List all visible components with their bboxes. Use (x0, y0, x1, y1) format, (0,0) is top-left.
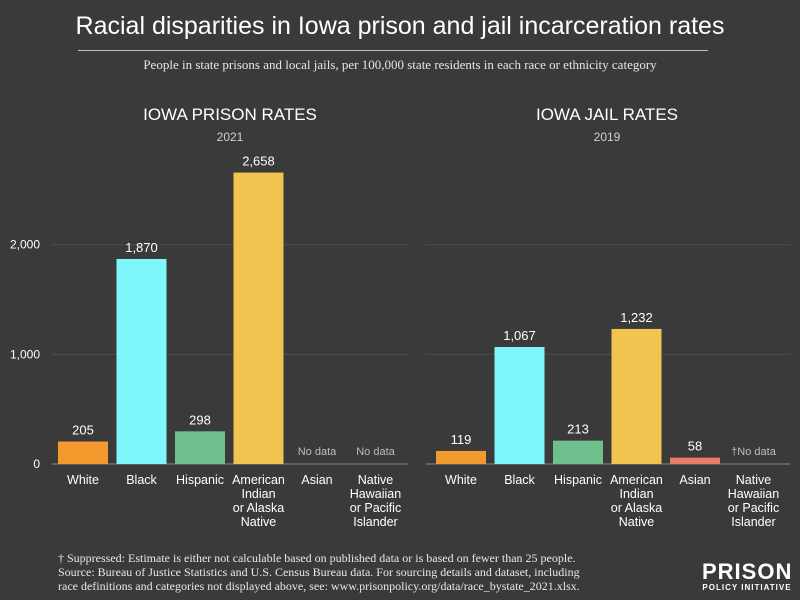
category-label: Black (126, 473, 157, 487)
bar-value-label: 58 (688, 439, 702, 454)
bar-value-label: 1,870 (125, 240, 158, 255)
source-line-1: Source: Bureau of Justice Statistics and… (58, 565, 580, 579)
prison-policy-logo: PRISON POLICY INITIATIVE (702, 561, 792, 593)
category-label: Native Hawaiian or Pacific Islander (728, 473, 779, 529)
bar-value-label: †No data (731, 446, 777, 458)
chart-title: Racial disparities in Iowa prison and ja… (75, 12, 725, 40)
panel-year: 2019 (594, 130, 621, 144)
panel-title: IOWA JAIL RATES (536, 105, 678, 124)
bar (611, 328, 662, 464)
bar (116, 258, 167, 464)
bar-value-label: 298 (189, 412, 211, 427)
category-label: Black (504, 473, 535, 487)
logo-word: PRISON (702, 559, 793, 584)
chart-area: IOWA PRISON RATES 2021 0 1,000 2,000 205 White… (10, 105, 790, 529)
chart-subtitle: People in state prisons and local jails,… (143, 57, 657, 72)
bar (494, 347, 545, 464)
logo-subtitle: POLICY INITIATIVE (702, 583, 792, 592)
category-label: Native Hawaiian or Pacific Islander (350, 473, 401, 529)
category-label: Hispanic (554, 473, 602, 487)
bar-value-label: No data (356, 446, 395, 458)
bar-value-label: 2,658 (242, 154, 275, 169)
bar-value-label: 119 (451, 432, 472, 447)
footnote: † Suppressed: Estimate is either not cal… (58, 551, 576, 565)
bar (233, 172, 284, 465)
bar-value-label: 1,232 (620, 310, 653, 325)
category-label: American Indian or Alaska Native (610, 473, 663, 529)
category-label: American Indian or Alaska Native (232, 473, 285, 529)
panel-title: IOWA PRISON RATES (143, 105, 317, 124)
bar-value-label: 1,067 (503, 328, 536, 343)
bar (553, 440, 603, 464)
category-label: Hispanic (176, 473, 224, 487)
y-tick-label: 2,000 (10, 238, 40, 252)
title-divider (78, 50, 708, 51)
category-label: Asian (679, 473, 710, 487)
y-tick-label: 0 (33, 457, 40, 471)
bar (175, 431, 225, 464)
bar (670, 457, 720, 464)
bar (436, 450, 486, 464)
bar-value-label: No data (298, 446, 337, 458)
category-label: White (67, 473, 99, 487)
bar-value-label: 205 (72, 423, 94, 438)
source-line-2: race definitions and categories not disp… (58, 579, 580, 593)
y-tick-label: 1,000 (10, 347, 40, 361)
category-label: White (445, 473, 477, 487)
bar (58, 441, 108, 464)
footer: † Suppressed: Estimate is either not cal… (58, 551, 698, 593)
bar-value-label: 213 (567, 422, 589, 437)
category-label: Asian (301, 473, 332, 487)
panel-year: 2021 (217, 130, 244, 144)
